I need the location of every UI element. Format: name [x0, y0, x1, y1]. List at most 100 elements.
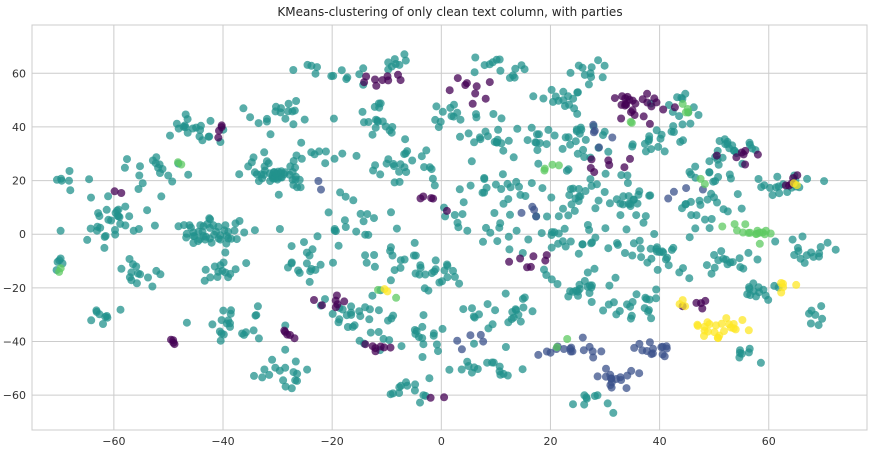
data-point: [758, 228, 767, 237]
data-point: [576, 192, 585, 201]
data-point: [539, 94, 548, 103]
data-point: [493, 237, 502, 246]
data-point: [749, 287, 758, 296]
data-point: [235, 170, 244, 179]
data-point: [523, 136, 532, 145]
data-point: [654, 142, 663, 151]
data-point: [717, 319, 726, 328]
data-point: [793, 243, 802, 252]
data-point: [621, 101, 629, 110]
data-point: [723, 207, 732, 216]
data-point: [305, 277, 314, 286]
data-point: [572, 125, 581, 134]
data-point: [417, 152, 426, 161]
data-point: [134, 185, 143, 193]
data-point: [422, 146, 431, 155]
data-point: [644, 306, 653, 315]
data-point: [361, 340, 370, 349]
data-point: [387, 208, 395, 217]
data-point: [561, 242, 570, 251]
data-point: [125, 255, 134, 263]
data-point: [450, 211, 459, 219]
data-point: [569, 94, 578, 103]
data-point: [266, 130, 275, 139]
data-point: [358, 107, 367, 116]
data-point: [707, 189, 716, 198]
data-point: [521, 192, 530, 200]
data-point: [86, 224, 95, 233]
data-point: [445, 365, 454, 374]
data-point: [755, 239, 764, 248]
data-point: [660, 352, 669, 361]
data-point: [330, 154, 339, 163]
data-point: [566, 68, 575, 77]
data-point: [705, 224, 714, 233]
data-point: [491, 306, 500, 315]
data-point: [226, 322, 234, 331]
data-point: [120, 163, 129, 172]
data-point: [87, 316, 96, 325]
data-point: [306, 267, 315, 276]
data-point: [329, 114, 338, 123]
data-point: [272, 102, 280, 111]
data-point: [204, 132, 213, 141]
data-point: [535, 139, 544, 148]
data-point: [102, 312, 111, 320]
cluster-1-points: [314, 120, 707, 393]
data-point: [374, 285, 382, 294]
data-point: [370, 251, 379, 259]
data-point: [368, 130, 377, 139]
data-point: [293, 369, 302, 378]
data-points: [52, 50, 840, 417]
data-point: [738, 316, 747, 324]
data-point: [201, 265, 210, 274]
data-point: [506, 210, 514, 219]
data-point: [587, 63, 596, 72]
data-point: [390, 178, 399, 187]
data-point: [805, 309, 813, 318]
data-point: [123, 155, 131, 164]
data-point: [347, 308, 355, 317]
data-point: [617, 114, 626, 123]
data-point: [411, 329, 420, 338]
data-point: [605, 281, 614, 290]
data-point: [249, 326, 258, 335]
data-point: [561, 133, 570, 142]
data-point: [622, 384, 631, 393]
data-point: [475, 133, 484, 142]
data-point: [744, 248, 753, 257]
data-point: [585, 289, 594, 297]
data-point: [308, 245, 317, 254]
data-point: [626, 314, 635, 323]
data-point: [307, 148, 316, 157]
data-point: [455, 185, 464, 194]
data-point: [496, 219, 505, 228]
data-point: [578, 240, 587, 249]
data-point: [419, 340, 428, 349]
data-point: [669, 243, 678, 252]
data-point: [155, 160, 164, 169]
data-point: [513, 124, 522, 133]
data-point: [583, 221, 592, 229]
data-point: [288, 107, 297, 116]
data-point: [287, 242, 296, 251]
data-point: [586, 164, 595, 172]
data-point: [516, 317, 525, 326]
data-point: [606, 370, 615, 379]
data-point: [365, 305, 374, 314]
data-point: [284, 99, 293, 108]
data-point: [152, 153, 161, 162]
data-point: [303, 365, 312, 374]
data-point: [534, 350, 543, 359]
data-point: [818, 314, 827, 323]
cluster-3-points: [55, 99, 775, 352]
data-point: [100, 232, 109, 241]
data-point: [350, 321, 359, 330]
data-point: [458, 210, 467, 219]
data-point: [371, 123, 380, 132]
data-point: [570, 206, 579, 215]
data-point: [281, 168, 290, 177]
data-point: [741, 146, 750, 155]
data-point: [318, 301, 326, 310]
data-point: [645, 191, 654, 200]
